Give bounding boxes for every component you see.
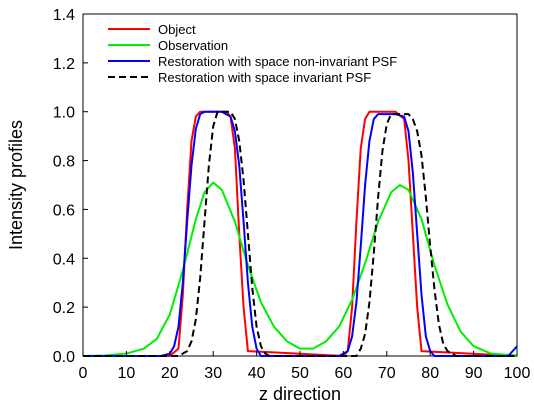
x-tick-label: 100 (504, 365, 531, 382)
y-axis-label: Intensity profiles (6, 120, 26, 250)
series-layer (82, 110, 518, 357)
x-tick-label: 90 (465, 365, 483, 382)
legend-label: Object (158, 22, 196, 37)
x-tick-label: 80 (421, 365, 439, 382)
x-tick-label: 70 (378, 365, 396, 382)
y-tick-label: 1.4 (53, 7, 75, 24)
legend-label: Restoration with space invariant PSF (158, 70, 371, 85)
y-tick-label: 0.0 (53, 349, 75, 366)
y-tick-label: 1.0 (53, 105, 75, 122)
ticks-layer: 0 10 20 30 40 50 60 70 80 90 100 0.0 0.2 0.4 0.6 0.8 1.0… (53, 7, 531, 382)
x-tick-label: 20 (161, 365, 179, 382)
series-line-2 (82, 181, 518, 357)
y-tick-label: 1.2 (53, 56, 75, 73)
x-tick-label: 50 (291, 365, 309, 382)
series-line-4 (83, 110, 517, 357)
series-line-1 (83, 110, 518, 357)
legend-label: Restoration with space non-invariant PSF (158, 54, 397, 69)
x-axis-label: z direction (259, 384, 341, 404)
x-tick-label: 40 (248, 365, 266, 382)
x-tick-label: 30 (204, 365, 222, 382)
y-tick-label: 0.6 (53, 202, 75, 219)
y-tick-label: 0.8 (53, 154, 75, 171)
y-tick-label: 0.4 (53, 251, 75, 268)
y-tick-label: 0.2 (53, 300, 75, 317)
x-tick-label: 10 (118, 365, 136, 382)
series-line-3 (83, 110, 518, 357)
legend-label: Observation (158, 38, 228, 53)
x-tick-label: 60 (335, 365, 353, 382)
x-tick-label: 0 (79, 365, 88, 382)
